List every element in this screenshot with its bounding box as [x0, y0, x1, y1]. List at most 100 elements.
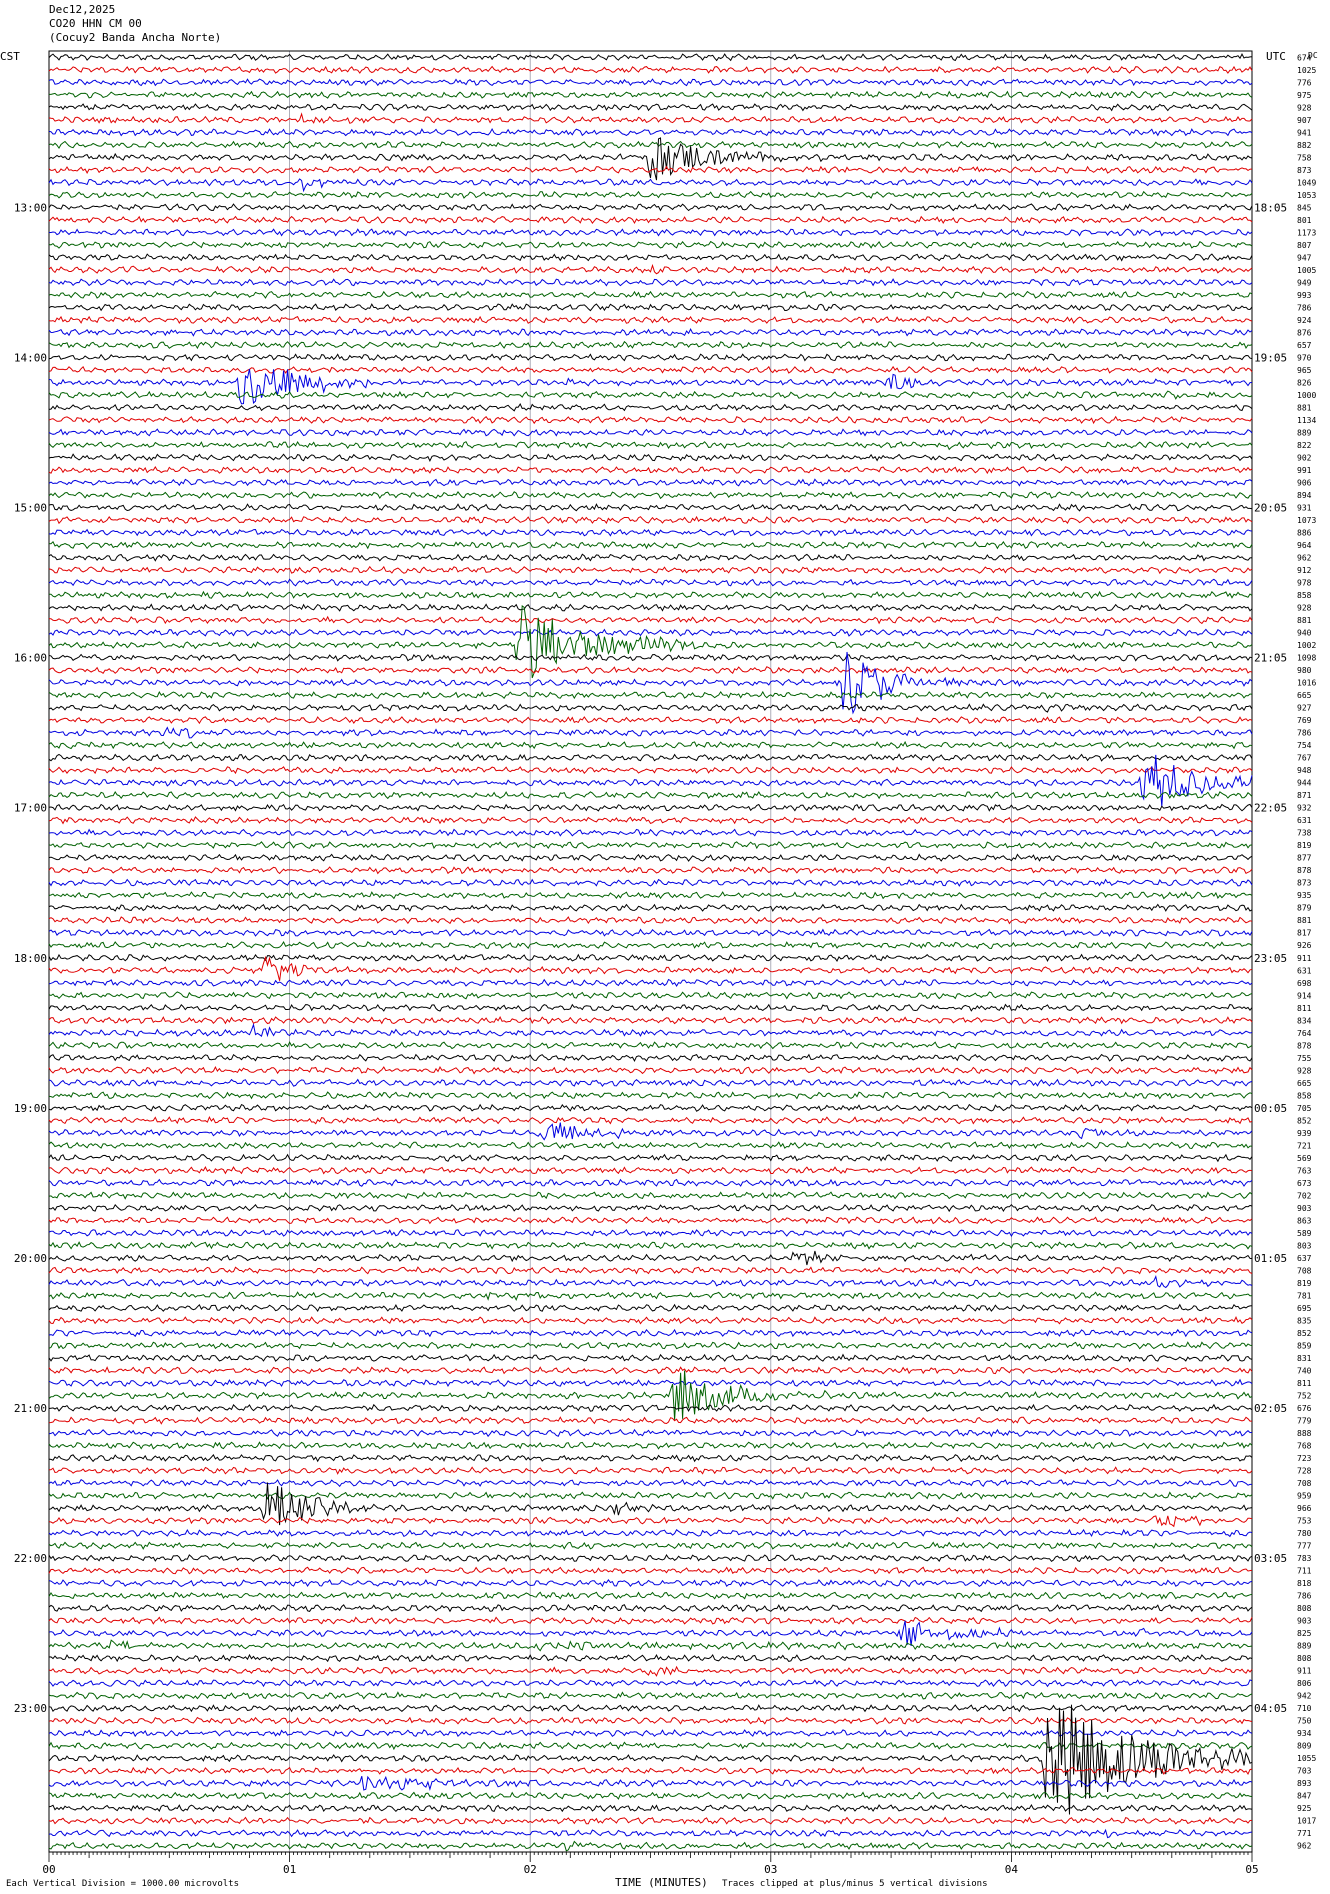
trace-line [49, 1317, 1252, 1324]
trace-line [49, 1105, 1252, 1112]
dc-value-label: 763 [1297, 1166, 1312, 1175]
cst-hour-label: 21:00 [14, 1402, 47, 1415]
dc-value-label: 809 [1297, 1742, 1312, 1751]
trace-line [49, 229, 1252, 236]
trace-line [49, 542, 1252, 549]
trace-line [49, 254, 1252, 261]
dc-value-label: 980 [1297, 666, 1312, 675]
dc-value-label: 876 [1297, 328, 1312, 337]
dc-value-label: 858 [1297, 591, 1312, 600]
trace-line [49, 479, 1252, 486]
trace-line [49, 755, 1252, 807]
trace-line [49, 1467, 1252, 1474]
trace-line [49, 554, 1252, 561]
trace-line [49, 1417, 1252, 1424]
dc-value-label: 881 [1297, 916, 1312, 925]
trace-line [49, 1230, 1252, 1236]
trace-line [49, 1516, 1252, 1526]
dc-value-label: 779 [1297, 1417, 1312, 1426]
dc-value-label: 665 [1297, 691, 1312, 700]
dc-value-label: 819 [1297, 841, 1312, 850]
trace-line [49, 1055, 1252, 1061]
dc-value-label: 928 [1297, 103, 1312, 112]
trace-line [49, 1580, 1252, 1587]
trace-line [49, 217, 1252, 224]
dc-value-label: 1049 [1297, 178, 1316, 187]
dc-value-label: 948 [1297, 766, 1312, 775]
dc-value-label: 939 [1297, 1129, 1312, 1138]
dc-value-label: 873 [1297, 879, 1312, 888]
dc-value-label: 818 [1297, 1579, 1312, 1588]
trace-line [49, 242, 1252, 249]
trace-line [49, 404, 1252, 411]
trace-line [49, 1442, 1252, 1448]
trace-line [49, 1776, 1252, 1790]
dc-value-label: 811 [1297, 1004, 1312, 1013]
trace-line [49, 1730, 1252, 1737]
trace-line [49, 192, 1252, 198]
trace-line [49, 1405, 1252, 1411]
clip-note: Traces clipped at plus/minus 5 vertical … [722, 1879, 988, 1889]
dc-value-label: 942 [1297, 1692, 1312, 1701]
trace-line [49, 692, 1252, 698]
trace-line [49, 742, 1252, 749]
dc-value-label: 911 [1297, 1667, 1312, 1676]
trace-line [49, 854, 1252, 861]
dc-value-label: 871 [1297, 791, 1312, 800]
dc-value-label: 889 [1297, 1642, 1312, 1651]
cst-hour-label: 17:00 [14, 802, 47, 815]
trace-line [49, 980, 1252, 986]
trace-line [49, 79, 1252, 86]
dc-value-label: 1073 [1297, 516, 1316, 525]
dc-value-label: 783 [1297, 1554, 1312, 1563]
trace-line [49, 754, 1252, 761]
trace-line [49, 1242, 1252, 1249]
dc-value-label: 1002 [1297, 641, 1316, 650]
dc-value-label: 852 [1297, 1116, 1312, 1125]
dc-value-label: 991 [1297, 466, 1312, 475]
trace-line [49, 92, 1252, 98]
dc-value-label: 811 [1297, 1379, 1312, 1388]
dc-value-label: 1017 [1297, 1817, 1316, 1826]
dc-value-label: 947 [1297, 253, 1312, 262]
dc-value-label: 1005 [1297, 266, 1316, 275]
dc-value-label: 881 [1297, 616, 1312, 625]
dc-value-label: 780 [1297, 1529, 1312, 1538]
dc-value-label: 835 [1297, 1316, 1312, 1325]
dc-value-label: 970 [1297, 353, 1312, 362]
trace-line [49, 717, 1252, 724]
trace-line [49, 817, 1252, 824]
trace-line [49, 867, 1252, 874]
dc-value-label: 928 [1297, 1066, 1312, 1075]
dc-value-label: 928 [1297, 604, 1312, 613]
utc-hour-label: 04:05 [1254, 1702, 1287, 1715]
trace-line [49, 1617, 1252, 1624]
trace-line [49, 667, 1252, 674]
trace-line [49, 579, 1252, 586]
trace-line [49, 167, 1252, 173]
dc-value-label: 807 [1297, 241, 1312, 250]
trace-line [49, 1251, 1252, 1265]
dc-value-label: 940 [1297, 629, 1312, 638]
dc-value-label: 877 [1297, 854, 1312, 863]
dc-value-label: 881 [1297, 403, 1312, 412]
trace-line [49, 517, 1252, 524]
utc-hour-label: 03:05 [1254, 1552, 1287, 1565]
trace-line [49, 1017, 1252, 1024]
dc-value-label: 911 [1297, 954, 1312, 963]
trace-line [49, 429, 1252, 436]
trace-line [49, 1367, 1252, 1374]
cst-axis-label: CST [0, 50, 20, 63]
utc-hour-label: 18:05 [1254, 201, 1287, 214]
trace-line [49, 704, 1252, 712]
dc-value-label: 631 [1297, 816, 1312, 825]
dc-value-label: 879 [1297, 904, 1312, 913]
trace-line [49, 1555, 1252, 1562]
trace-line [49, 279, 1252, 285]
trace-line [49, 391, 1252, 399]
dc-value-label: 1000 [1297, 391, 1316, 400]
trace-line [49, 942, 1252, 949]
dc-value-label: 631 [1297, 966, 1312, 975]
x-tick-label: 04 [1005, 1863, 1019, 1876]
dc-value-label: 786 [1297, 303, 1312, 312]
